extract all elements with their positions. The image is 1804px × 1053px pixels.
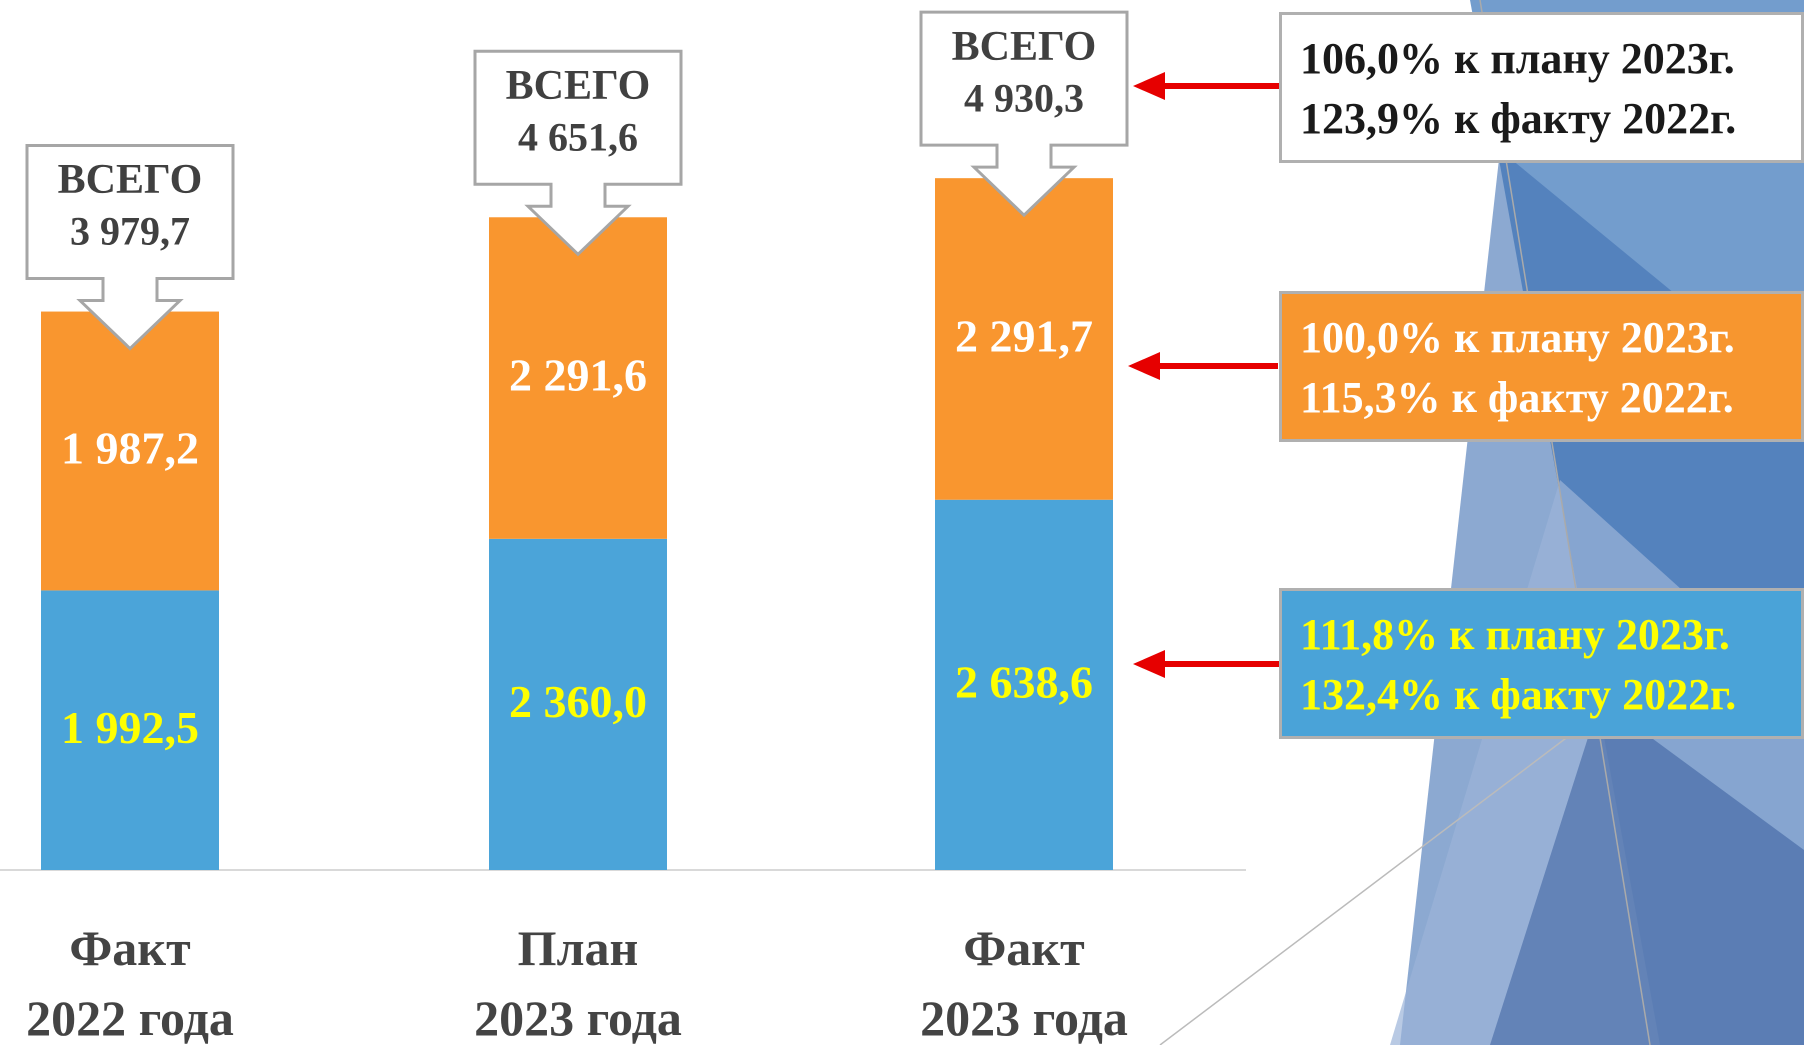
value-label: 2 291,6 <box>509 350 647 401</box>
annotation-text: 111,8% к плану 2023г. <box>1300 605 1801 665</box>
annotation-text: 115,3% к факту 2022г. <box>1300 368 1801 428</box>
page: {"chart_data": { "type": "stacked-bar", … <box>0 0 1804 1045</box>
arrows <box>1128 72 1283 678</box>
annotation-box: 111,8% к плану 2023г. 132,4% к факту 202… <box>1279 588 1804 739</box>
total-label: ВСЕГО <box>506 63 651 109</box>
value-label: 1 992,5 <box>61 702 199 753</box>
value-label: 2 638,6 <box>955 656 1093 707</box>
x-tick-label: Факт 2023 года <box>864 913 1184 1053</box>
total-label: ВСЕГО <box>58 157 203 203</box>
annotation-box: 100,0% к плану 2023г. 115,3% к факту 202… <box>1279 291 1804 442</box>
annotation-text: 100,0% к плану 2023г. <box>1300 308 1801 368</box>
annotation-text: 132,4% к факту 2022г. <box>1300 665 1801 725</box>
annotation-text: 123,9% к факту 2022г. <box>1300 89 1801 149</box>
x-tick-label: Факт 2022 года <box>0 913 290 1053</box>
total-value: 4 651,6 <box>518 114 638 159</box>
total-label: ВСЕГО <box>952 24 1097 70</box>
x-tick-label: План 2023 года <box>418 913 738 1053</box>
value-label: 2 291,7 <box>955 311 1093 362</box>
value-label: 1 987,2 <box>61 423 199 474</box>
total-value: 3 979,7 <box>70 209 190 254</box>
value-label: 2 360,0 <box>509 676 647 727</box>
annotation-text: 106,0% к плану 2023г. <box>1300 29 1801 89</box>
annotation-box: 106,0% к плану 2023г. 123,9% к факту 202… <box>1279 12 1804 163</box>
total-value: 4 930,3 <box>964 75 1084 120</box>
